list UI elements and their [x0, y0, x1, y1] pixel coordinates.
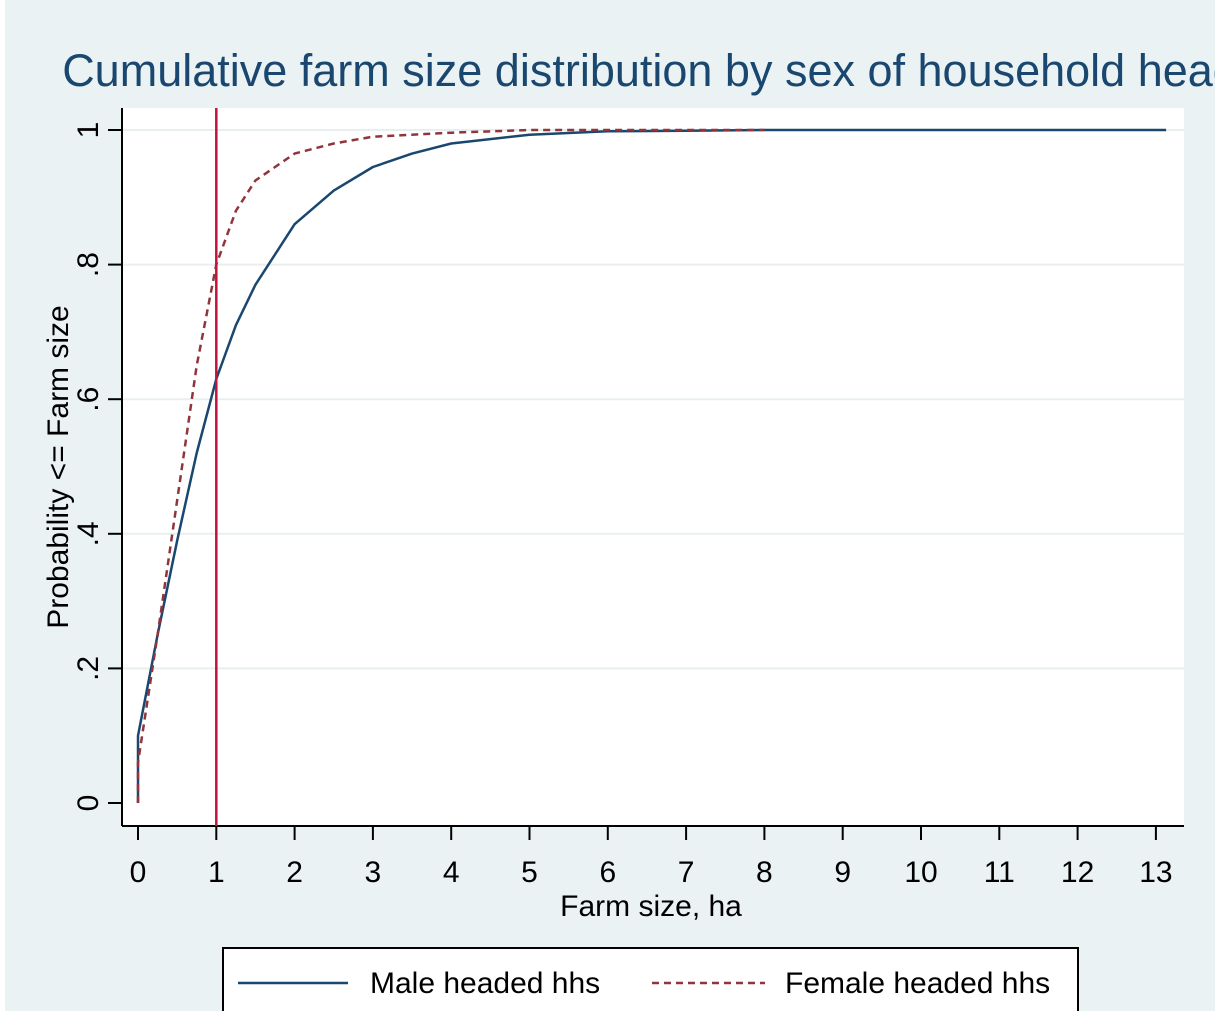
female-series-line	[136, 128, 765, 803]
male-series-line	[136, 128, 1167, 803]
x-tick-label: 4	[443, 856, 460, 889]
x-tick-label: 0	[130, 856, 147, 889]
chart-title: Cumulative farm size distribution by sex…	[62, 45, 1215, 96]
y-tick-label: .6	[72, 387, 105, 412]
y-tick-label: .8	[72, 252, 105, 277]
x-axis-label: Farm size, ha	[560, 890, 742, 923]
y-ticks: 0 .2 .4 .6 .8 1	[72, 122, 122, 812]
legend: Male headed hhs Female headed hhs	[222, 947, 1079, 1011]
x-tick-label: 11	[984, 856, 1015, 889]
x-ticks: 0 1 2 3 4 5 6 7 8 9 10 11 12 13	[130, 826, 1173, 889]
x-tick-label: 9	[834, 856, 851, 889]
y-tick-label: .2	[72, 656, 105, 681]
axes	[121, 108, 1184, 827]
x-tick-label: 7	[678, 856, 695, 889]
x-tick-label: 13	[1139, 856, 1172, 889]
x-tick-label: 5	[521, 856, 538, 889]
plot-area	[122, 108, 1184, 826]
y-tick-label: .4	[72, 521, 105, 546]
x-tick-label: 2	[286, 856, 303, 889]
y-tick-label: 0	[72, 795, 105, 812]
x-tick-label: 6	[599, 856, 616, 889]
x-tick-label: 3	[365, 856, 382, 889]
series	[136, 128, 1167, 803]
legend-label-male: Male headed hhs	[370, 967, 600, 1000]
legend-label-female: Female headed hhs	[785, 967, 1050, 1000]
y-tick-label: 1	[72, 122, 105, 139]
y-axis-label: Probability <= Farm size	[42, 305, 75, 628]
x-tick-label: 8	[756, 856, 773, 889]
x-tick-label: 1	[208, 856, 225, 889]
legend-box	[222, 947, 1079, 1011]
x-tick-label: 10	[904, 856, 937, 889]
x-tick-label: 12	[1061, 856, 1094, 889]
